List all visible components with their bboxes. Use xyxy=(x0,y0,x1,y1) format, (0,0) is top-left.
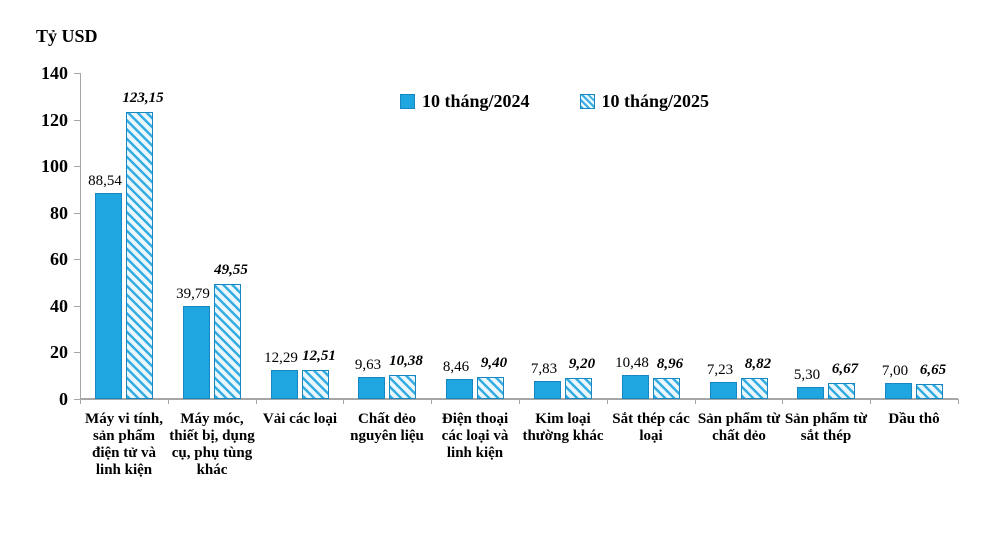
y-tick-label: 140 xyxy=(41,63,68,83)
y-tick xyxy=(74,73,81,74)
value-label-2025: 8,82 xyxy=(744,356,772,372)
value-label-2025: 10,38 xyxy=(389,353,423,369)
bar-2024 xyxy=(710,382,737,399)
x-tick xyxy=(431,399,432,404)
bar-2024 xyxy=(797,387,824,399)
value-label-2025: 123,15 xyxy=(122,90,164,106)
y-tick-label: 80 xyxy=(50,203,68,223)
bar-2024 xyxy=(358,377,385,399)
x-tick xyxy=(782,399,783,404)
value-label-2024: 5,30 xyxy=(793,367,821,383)
value-label-2025: 6,65 xyxy=(919,362,947,378)
bar-2024 xyxy=(622,375,649,399)
category-label: Chất dẻo nguyên liệu xyxy=(350,411,424,444)
y-tick xyxy=(74,259,81,260)
y-tick-label: 20 xyxy=(50,342,68,362)
y-tick-label: 120 xyxy=(41,110,68,130)
value-label-2025: 9,20 xyxy=(568,356,596,372)
legend-swatch-hatched-icon xyxy=(579,94,595,109)
value-label-2024: 7,83 xyxy=(530,361,558,377)
legend-label-2024: 10 tháng/2024 xyxy=(422,91,530,111)
y-tick xyxy=(74,399,81,400)
y-tick xyxy=(74,352,81,353)
category-label: Vải các loại xyxy=(262,411,338,427)
value-label-2025: 9,40 xyxy=(480,355,508,371)
value-label-2025: 6,67 xyxy=(831,361,859,377)
value-label-2024: 12,29 xyxy=(264,350,298,366)
bar-2024 xyxy=(95,193,122,399)
bar-2025 xyxy=(565,378,592,399)
bar-2025 xyxy=(916,384,943,399)
bar-2024 xyxy=(183,306,210,399)
bar-2024 xyxy=(534,381,561,399)
value-label-2025: 12,51 xyxy=(302,348,336,364)
value-label-2024: 7,23 xyxy=(706,362,734,378)
value-label-2024: 39,79 xyxy=(176,286,210,302)
bar-2025 xyxy=(741,378,768,399)
bar-2025 xyxy=(302,370,329,399)
x-tick xyxy=(80,399,81,404)
legend: 10 tháng/2024 10 tháng/2025 xyxy=(400,91,709,112)
x-tick xyxy=(168,399,169,404)
x-tick xyxy=(958,399,959,404)
category-label: Kim loại thường khác xyxy=(522,411,604,444)
y-tick xyxy=(74,120,81,121)
value-label-2025: 8,96 xyxy=(656,356,684,372)
category-label: Máy vi tính, sản phẩm điện tử và linh ki… xyxy=(85,411,163,478)
y-axis-line xyxy=(80,73,81,399)
bar-2025 xyxy=(828,383,855,399)
y-tick-label: 0 xyxy=(59,389,68,409)
bar-2024 xyxy=(885,383,912,399)
x-tick xyxy=(343,399,344,404)
legend-swatch-solid-icon xyxy=(400,94,415,109)
x-tick xyxy=(607,399,608,404)
y-tick-label: 60 xyxy=(50,249,68,269)
bar-2024 xyxy=(271,370,298,399)
y-tick xyxy=(74,306,81,307)
y-axis-title: Tỷ USD xyxy=(36,26,98,46)
category-label: Điện thoại các loại và linh kiện xyxy=(441,411,509,461)
value-label-2024: 10,48 xyxy=(615,355,649,371)
category-label: Máy móc, thiết bị, dụng cụ, phụ tùng khá… xyxy=(169,411,255,478)
category-label: Dầu thô xyxy=(888,411,940,427)
value-label-2024: 8,46 xyxy=(442,359,470,375)
bar-2025 xyxy=(653,378,680,399)
value-label-2025: 49,55 xyxy=(214,262,248,278)
value-label-2024: 7,00 xyxy=(881,363,909,379)
category-label: Sắt thép các loại xyxy=(612,411,690,444)
x-tick xyxy=(695,399,696,404)
bar-2024 xyxy=(446,379,473,399)
bar-2025 xyxy=(389,375,416,399)
legend-item-2024: 10 tháng/2024 xyxy=(400,91,530,112)
category-label: Sản phẩm từ chất dẻo xyxy=(697,411,781,444)
x-tick xyxy=(256,399,257,404)
legend-label-2025: 10 tháng/2025 xyxy=(601,91,710,111)
bar-2025 xyxy=(214,284,241,399)
y-tick xyxy=(74,166,81,167)
y-tick-label: 100 xyxy=(41,156,68,176)
y-tick-label: 40 xyxy=(50,296,68,316)
category-label: Sản phẩm từ sắt thép xyxy=(784,411,868,444)
bar-2025 xyxy=(477,377,504,399)
y-tick xyxy=(74,213,81,214)
legend-item-2025: 10 tháng/2025 xyxy=(579,91,710,112)
value-label-2024: 9,63 xyxy=(354,357,382,373)
value-label-2024: 88,54 xyxy=(88,173,122,189)
x-tick xyxy=(519,399,520,404)
x-tick xyxy=(870,399,871,404)
bar-2025 xyxy=(126,112,153,399)
